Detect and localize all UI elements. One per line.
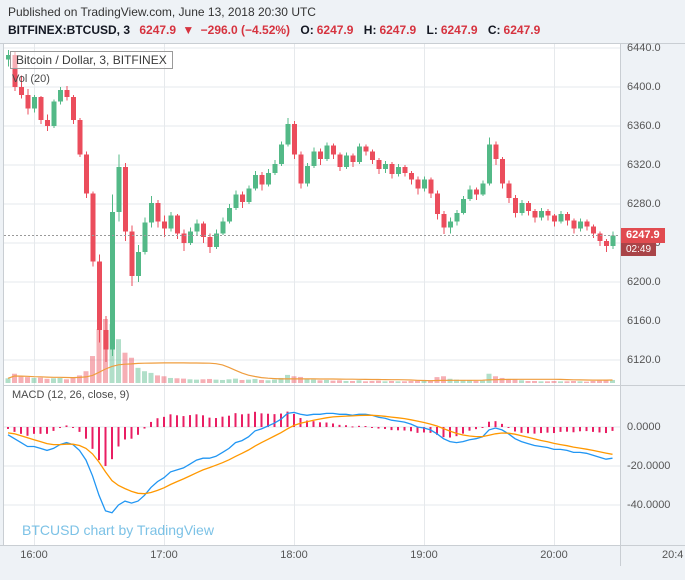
price-tick-label: 6280.0 — [627, 198, 661, 210]
chart-background — [4, 44, 620, 545]
price-tick-label: 6120.0 — [627, 354, 661, 366]
ticker-last-price: 6247.9 — [139, 23, 177, 37]
price-tick-label: 6400.0 — [627, 81, 661, 93]
low-value: 6247.9 — [440, 23, 478, 37]
high-label: H: — [363, 23, 377, 37]
price-axis-border — [620, 44, 621, 566]
price-tick-label: 6160.0 — [627, 315, 661, 327]
ticker-change: −296.0 (−4.52%) — [200, 23, 291, 37]
macd-tick-label: -40.0000 — [627, 499, 671, 511]
volume-bars — [5, 319, 615, 383]
close-label: C: — [487, 23, 501, 37]
last-price-badge: 6247.9 — [621, 227, 665, 243]
macd-tick-label: 0.0000 — [627, 421, 661, 433]
macd-plot — [7, 411, 614, 514]
grid-lines — [4, 44, 620, 545]
open-label: O: — [300, 23, 314, 37]
time-axis[interactable] — [0, 545, 685, 566]
macd-tick-label: -20.0000 — [627, 460, 671, 472]
macd-legend[interactable]: MACD (12, 26, close, 9) — [12, 389, 130, 401]
time-corner-label: 20:4 — [662, 549, 684, 561]
main-series-legend[interactable]: Bitcoin / Dollar, 3, BITFINEX — [10, 51, 173, 69]
ticker-symbol: BITFINEX:BTCUSD, 3 — [8, 23, 131, 37]
volume-legend[interactable]: Vol (20) — [12, 73, 50, 85]
price-tick-label: 6200.0 — [627, 276, 661, 288]
bar-countdown-badge: 02:49 — [621, 243, 657, 257]
chart-canvas[interactable] — [4, 44, 620, 545]
candlesticks — [4, 49, 620, 362]
down-arrow-icon: ▼ — [182, 23, 195, 37]
chart-left-border — [3, 44, 4, 545]
close-value: 6247.9 — [503, 23, 541, 37]
open-value: 6247.9 — [316, 23, 354, 37]
high-value: 6247.9 — [379, 23, 417, 37]
price-tick-label: 6320.0 — [627, 159, 661, 171]
pane-divider-line — [4, 385, 685, 386]
tradingview-watermark-link[interactable]: BTCUSD chart by TradingView — [22, 522, 214, 538]
published-line: Published on TradingView.com, June 13, 2… — [8, 5, 316, 19]
low-label: L: — [426, 23, 438, 37]
ticker-summary: BITFINEX:BTCUSD, 3 6247.9 ▼ −296.0 (−4.5… — [8, 23, 543, 37]
header-separator-line — [0, 43, 685, 44]
price-tick-label: 6360.0 — [627, 120, 661, 132]
